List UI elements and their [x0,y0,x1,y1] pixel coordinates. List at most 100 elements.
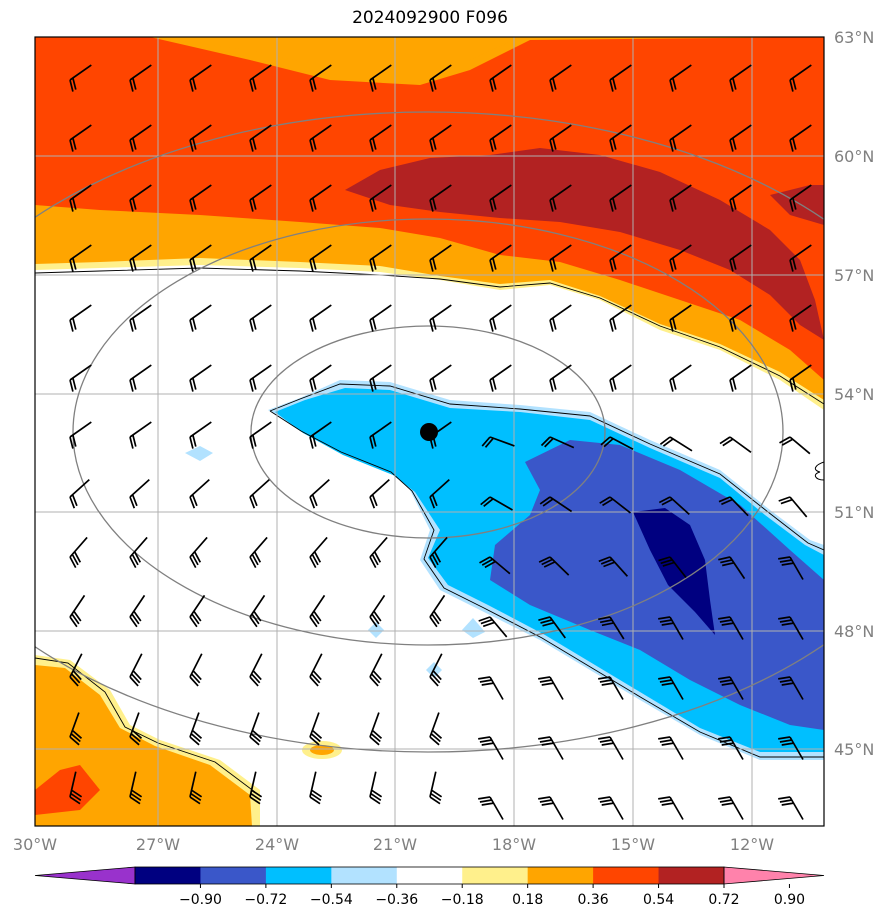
wind-barb [489,304,512,332]
wind-barb [309,244,332,272]
wind-barb [129,478,150,509]
wind-barb [249,304,272,332]
wind-barb [129,244,152,272]
lat-label: 48°N [834,622,874,641]
wind-barb [718,676,744,700]
positive-field-orange-top [150,37,520,75]
colorbar-swatch [200,867,267,884]
colorbar-tick-label: 0.36 [578,892,609,908]
lon-label: 12°W [730,835,774,854]
wind-barb [69,536,88,569]
wind-barb [658,496,690,516]
wind-barb [69,304,92,332]
wind-barb [369,421,392,449]
wind-barb [538,556,570,576]
wind-barb [69,184,92,212]
range-rings [35,111,824,753]
wind-barb [658,556,687,579]
wind-barb [309,364,332,392]
wind-barb [249,536,268,569]
wind-barb [309,184,332,212]
lon-label: 15°W [611,835,655,854]
wind-barb [669,124,692,152]
wind-barb [429,771,443,805]
wind-barb [600,436,634,450]
wind-barb [129,771,143,805]
longitude-labels: 30°W 27°W 24°W 21°W 18°W 15°W 12°W [13,835,774,854]
wind-barb [609,244,632,272]
storm-center-marker [420,423,438,441]
wind-barb [599,496,632,514]
wind-barb [429,536,448,569]
graticule [35,37,824,826]
wind-barb [549,304,572,332]
colorbar-tick-label: −0.18 [441,892,484,908]
wind-barb [609,364,632,392]
wind-barb [789,244,812,272]
wind-barb [598,796,624,820]
wind-barb [309,653,323,687]
wind-barb [609,64,632,92]
colorbar-swatch [658,867,725,884]
colorbar-swatch [396,867,463,884]
lon-label: 21°W [373,835,417,854]
wind-barb [369,304,392,332]
colorbar-tick-label: −0.72 [244,892,287,908]
wind-barb [789,64,812,92]
wind-barb [249,124,272,152]
wind-barb [598,736,624,760]
wind-barb [478,616,508,638]
wind-barb [489,124,512,152]
wind-barb [309,421,332,449]
wind-barb [429,64,452,92]
colorbar-extend-low [34,866,136,885]
wind-barb [69,244,92,272]
negative-patch-3 [368,622,384,638]
wind-barb [429,124,452,152]
wind-barb [369,771,383,805]
negative-field-dark [633,508,715,635]
wind-barb [609,184,632,212]
wind-barb [309,536,328,569]
wind-barb [729,124,752,152]
wind-barb [369,536,388,569]
wind-barb [598,616,625,640]
wind-barb [129,536,148,569]
wind-barb [718,556,746,580]
wind-barb [309,594,326,628]
wind-barb [69,771,83,805]
colorbar-tick-label: 0.54 [643,892,674,908]
latitude-labels: 63°N 60°N 57°N 54°N 51°N 48°N 45°N [834,28,874,759]
wind-barb [429,594,446,628]
colorbar-swatch [265,867,332,884]
wind-barb [369,364,392,392]
map-title: 2024092900 F096 [352,8,508,28]
wind-barb [481,436,515,448]
lat-label: 51°N [834,503,874,522]
wind-barb [489,64,512,92]
wind-barb [429,478,450,509]
lon-label: 27°W [136,835,180,854]
lon-label: 18°W [492,835,536,854]
wind-barb [480,496,513,511]
wind-barb [658,676,684,700]
wind-barb [189,244,212,272]
colorbar-tick-label: 0.18 [512,892,543,908]
wind-barb [429,364,452,392]
wind-barb [309,712,323,746]
wind-barb [658,736,684,760]
wind-barb [779,436,811,455]
wind-barb [658,616,684,640]
wind-barb [249,771,263,805]
wind-barb [778,496,808,518]
wind-barb [69,478,90,509]
lat-label: 45°N [834,740,874,759]
wind-barb [369,64,392,92]
wind-barb [718,496,749,517]
wind-barb [789,124,812,152]
wind-barb [549,124,572,152]
wind-barb [69,364,92,392]
wind-barb [658,796,684,820]
wind-barb [249,712,263,746]
wind-barb [489,244,512,272]
